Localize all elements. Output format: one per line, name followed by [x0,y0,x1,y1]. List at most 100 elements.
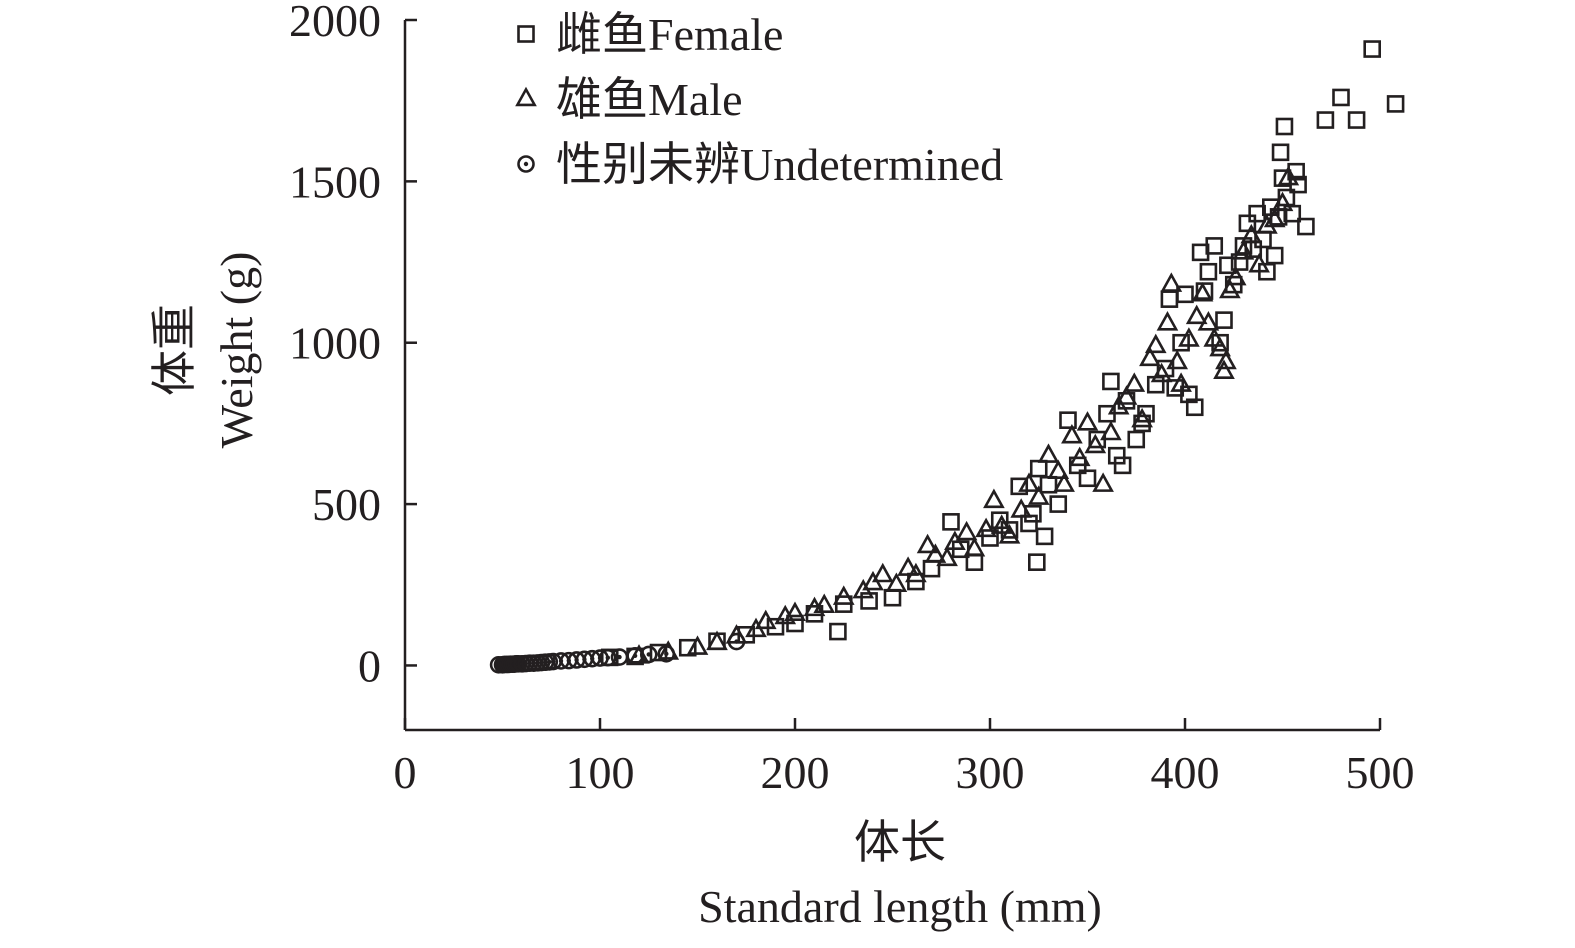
point-triangle [990,514,1013,534]
legend-marker-triangle [515,86,537,107]
point-triangle [1061,424,1083,444]
point-square [1199,262,1218,281]
point-triangle [1076,411,1099,431]
point-triangle [1277,165,1300,186]
legend-marker-circle [517,155,535,173]
point-triangle [955,520,978,541]
point-triangle [1224,265,1247,286]
point-triangle [1150,362,1173,383]
point-square [1195,282,1214,300]
x-axis-title-cn: 体长 [854,817,946,868]
x-tick-label: 100 [566,747,635,798]
point-triangle [1209,336,1231,357]
legend: 雌鱼Female 雄鱼Male 性别未辨Undetermined [515,9,1003,190]
point-triangle [1037,443,1060,463]
y-axis-title: Weight (g) [211,252,262,449]
point-triangle [983,488,1005,509]
point-triangle [784,601,806,622]
y-tick-label: 0 [358,640,381,691]
point-triangle [1170,372,1192,392]
point-square [1049,495,1068,513]
point-square [829,622,847,641]
point-square [860,592,878,610]
point-square [1215,311,1233,329]
point-square [1146,375,1165,394]
point-triangle [963,536,986,557]
point-square [1172,333,1190,352]
point-triangle [1197,311,1220,331]
x-axis-title: Standard length (mm) [698,881,1102,932]
point-triangle [1256,214,1278,234]
point-triangle [885,572,908,592]
point-square [1332,88,1350,107]
point-triangle [936,546,958,567]
point-square [883,588,902,607]
point-triangle [1248,252,1270,273]
point-square [1113,456,1132,475]
legend-label: 雄鱼Male [556,74,743,125]
point-triangle [1107,394,1130,415]
point-triangle [1144,333,1167,354]
point-square [1363,40,1381,58]
legend-label: 雌鱼Female [556,9,783,60]
point-triangle [1232,240,1255,260]
point-triangle [1084,433,1107,454]
legend-label: 性别未辨Undetermined [556,139,1003,190]
point-square [1035,527,1054,546]
point-triangle [1271,191,1294,212]
point-square [1137,404,1155,423]
point-square [1283,204,1302,223]
point-triangle [1263,207,1286,228]
point-square [1024,504,1042,523]
point-square [1297,217,1315,236]
point-square [1219,256,1237,275]
point-triangle [897,556,919,576]
point-triangle [754,609,777,630]
point-square [942,513,960,531]
point-square [1102,372,1120,391]
point-triangle [1131,407,1153,428]
point-square [1010,477,1029,496]
point-circle [657,645,676,663]
plot-area: 0 500 1000 1500 2000 0 100 200 300 400 500 [289,0,1415,798]
point-square [1386,95,1405,113]
point-circle [598,648,617,667]
point-triangle [813,593,836,613]
y-axis-title-cn: 体重 [149,304,200,396]
point-square [1185,398,1204,417]
point-square [1028,553,1046,571]
y-tick-label: 500 [312,479,381,530]
point-circle [639,645,658,664]
point-triangle [905,562,927,583]
point-square [990,511,1009,530]
point-triangle [1178,327,1200,347]
point-triangle [1053,472,1075,492]
x-tick-label: 500 [1346,747,1415,798]
x-tick-label: 200 [761,747,830,798]
point-square [1127,430,1146,449]
y-tick-label: 1500 [289,156,381,207]
point-triangle [686,635,709,655]
point-triangle [1185,304,1208,325]
point-square [1107,446,1126,465]
point-triangle [1100,420,1122,441]
point-triangle [1027,485,1050,505]
point-triangle [975,517,997,538]
point-triangle [916,533,939,554]
point-triangle [1191,282,1214,302]
point-triangle [1010,498,1033,518]
y-tick-label: 1000 [289,318,381,369]
point-triangle [1156,311,1179,331]
point-circle [727,632,746,651]
point-square [1176,285,1194,304]
point-square [1160,290,1179,308]
point-triangle [924,543,947,563]
point-square [1211,333,1229,352]
point-triangle [1160,272,1183,292]
point-square [1265,246,1284,265]
point-square [1059,411,1077,429]
point-triangle [1219,278,1241,299]
point-triangle [1092,472,1114,492]
point-square [1316,111,1335,129]
x-tick-label: 0 [394,747,417,798]
